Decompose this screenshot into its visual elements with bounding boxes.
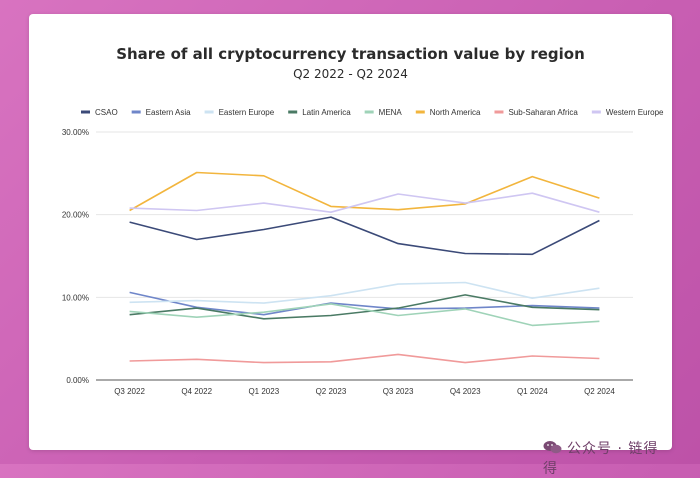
series-line-sub-saharan-africa [129, 353, 600, 364]
x-tick-label: Q1 2024 [517, 387, 548, 396]
axes: 0.00% 10.00% 20.00% 30.00% Q3 2022 Q4 2022 Q1 … [62, 128, 633, 396]
x-tick-label: Q1 2023 [248, 387, 279, 396]
series-line-western-europe [129, 192, 600, 213]
x-tick-label: Q2 2024 [584, 387, 615, 396]
x-tick-label: Q2 2023 [316, 387, 347, 396]
y-tick-label: 0.00% [66, 376, 89, 385]
watermark: 公众号 · 链得得 [543, 438, 672, 478]
legend-label: North America [430, 108, 481, 117]
gridlines [96, 131, 633, 298]
line-chart: 0.00% 10.00% 20.00% 30.00% Q3 2022 Q4 2022 Q1 … [62, 108, 664, 396]
chart-card: Share of all cryptocurrency transaction … [29, 14, 672, 477]
legend-label: Western Europe [606, 108, 664, 117]
series-line-csao [129, 216, 600, 256]
legend: CSAO Eastern Asia Eastern Europe Latin Amer… [81, 108, 664, 117]
wechat-icon [543, 441, 562, 454]
legend-label: Sub-Saharan Africa [508, 108, 578, 117]
x-tick-label: Q4 2022 [181, 387, 212, 396]
y-tick-label: 30.00% [62, 128, 89, 137]
legend-label: MENA [379, 108, 403, 117]
series-line-mena [129, 303, 600, 327]
chart-title: Share of all cryptocurrency transaction … [116, 45, 585, 63]
chart-subtitle: Q2 2022 - Q2 2024 [293, 67, 408, 81]
legend-label: Latin America [302, 108, 351, 117]
series-line-eastern-europe [129, 281, 600, 304]
x-tick-label: Q3 2023 [383, 387, 414, 396]
legend-label: CSAO [95, 108, 118, 117]
x-tick-label: Q4 2023 [450, 387, 481, 396]
series-line-latin-america [129, 294, 600, 320]
legend-label: Eastern Asia [146, 108, 191, 117]
legend-label: Eastern Europe [219, 108, 275, 117]
y-tick-label: 10.00% [62, 293, 89, 302]
y-tick-label: 20.00% [62, 211, 89, 220]
series-lines [129, 171, 600, 364]
series-line-north-america [129, 171, 600, 212]
x-tick-label: Q3 2022 [114, 387, 145, 396]
